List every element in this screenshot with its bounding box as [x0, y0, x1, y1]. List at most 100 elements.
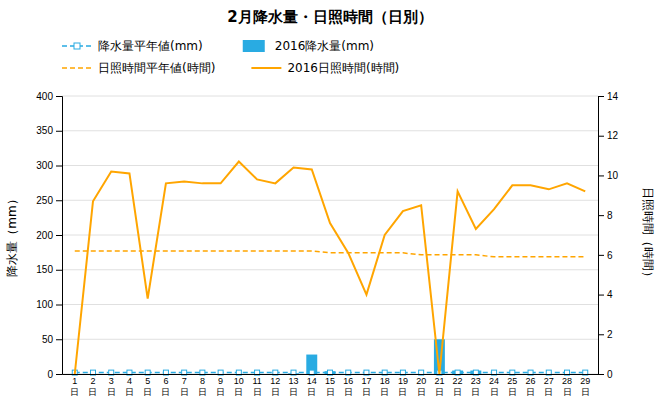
x-tick: 28日 [562, 376, 572, 396]
x-tick-label: 13日 [289, 376, 299, 396]
y-tick: 100 [36, 299, 62, 310]
x-tick-label-line: 13 [289, 376, 299, 386]
y-tick-label: 300 [36, 160, 53, 171]
y-tick-label: 200 [36, 230, 53, 241]
x-tick-label-line: 25 [507, 376, 517, 386]
x-tick-label-line: 日 [471, 387, 480, 397]
grid-line [62, 339, 598, 340]
y2-tick: 6 [598, 250, 613, 261]
x-tick: 2日 [88, 376, 97, 396]
x-tick: 9日 [216, 376, 225, 396]
x-tick-label-line: 日 [307, 387, 316, 397]
x-tick-label: 3日 [107, 376, 116, 396]
x-tick-label-line: 6 [163, 376, 168, 386]
x-tick-label-line: 日 [544, 387, 553, 397]
x-tick-label-line: 11 [252, 376, 261, 386]
legend-label: 2016日照時間(時間) [287, 61, 399, 75]
x-tick: 20日 [416, 376, 426, 396]
y2-tick-label: 12 [607, 130, 619, 141]
x-tick: 24日 [489, 376, 499, 396]
x-tick-label: 9日 [216, 376, 225, 396]
y2-tick: 10 [598, 170, 619, 181]
x-tick: 27日 [544, 376, 554, 396]
grid-line [62, 96, 598, 97]
legend-item: 日照時間平年値(時間) [62, 61, 215, 75]
line-series [75, 251, 585, 257]
x-tick-label-line: 1 [72, 376, 77, 386]
y2-tick-mark [598, 175, 604, 176]
x-tick-label-line: 日 [435, 387, 444, 397]
y2-tick-label: 4 [607, 289, 613, 300]
y2-tick-label: 0 [607, 369, 613, 380]
y-axis-title: 降水量（mm） [5, 193, 19, 276]
x-tick: 21日 [434, 376, 444, 396]
x-tick: 6日 [161, 376, 170, 396]
x-tick-label: 8日 [198, 376, 207, 396]
title: 2月降水量・日照時間（日別） [227, 8, 432, 26]
grid [62, 96, 598, 374]
y-tick-label: 50 [42, 334, 54, 345]
x-tick-label-line: 12 [270, 376, 280, 386]
legend-label: 降水量平年値(mm) [98, 39, 203, 53]
chart-svg: 2月降水量・日照時間（日別）1日2日3日4日5日6日7日8日9日10日11日12… [0, 0, 660, 418]
x-tick-label: 29日 [580, 376, 590, 396]
x-tick-label: 7日 [180, 376, 189, 396]
legend-label: 日照時間平年値(時間) [98, 61, 215, 75]
x-tick-label-line: 17 [361, 376, 371, 386]
line-series [75, 162, 585, 374]
y2-tick: 4 [598, 289, 613, 300]
x-tick-label: 25日 [507, 376, 517, 396]
legend: 降水量平年値(mm) 2016降水量(mm) 日照時間平年値(時間) 2016日照時間… [62, 39, 399, 75]
y-tick: 300 [36, 160, 62, 171]
line [75, 251, 585, 257]
x-tick-label-line: 10 [234, 376, 244, 386]
x-tick: 26日 [526, 376, 536, 396]
x-axis: 1日2日3日4日5日6日7日8日9日10日11日12日13日14日15日16日1… [63, 375, 599, 397]
y-tick-mark [56, 96, 62, 97]
y2-tick-mark [598, 215, 604, 216]
x-tick-label-line: 21 [434, 376, 444, 386]
x-tick-label: 6日 [161, 376, 170, 396]
y2-tick: 2 [598, 329, 613, 340]
x-tick-label: 26日 [526, 376, 536, 396]
x-tick-label: 12日 [270, 376, 280, 396]
x-tick-label: 1日 [70, 376, 79, 396]
x-tick-label-line: 2 [90, 376, 95, 386]
x-tick-label: 28日 [562, 376, 572, 396]
y2-tick-mark [598, 136, 604, 137]
x-tick-label-line: 22 [453, 376, 463, 386]
y-tick-label: 0 [47, 369, 53, 380]
y2-tick: 0 [598, 369, 613, 380]
x-tick: 18日 [380, 376, 390, 396]
grid-line [62, 304, 598, 305]
x-tick-label-line: 5 [145, 376, 150, 386]
x-tick-label: 2日 [88, 376, 97, 396]
y-tick-mark [56, 270, 62, 271]
y-tick-mark [56, 200, 62, 201]
y2-tick: 14 [598, 91, 619, 102]
x-tick: 13日 [289, 376, 299, 396]
x-tick-label-line: 14 [307, 376, 317, 386]
y2-tick-mark [598, 295, 604, 296]
x-tick-label-line: 日 [453, 387, 462, 397]
y2-axis: 02468101214 [598, 91, 619, 380]
y-tick-mark [56, 305, 62, 306]
bar-series [288, 339, 481, 374]
x-tick-label: 14日 [307, 376, 317, 396]
x-tick-label-line: 9 [218, 376, 223, 386]
x-tick-label-line: 日 [398, 387, 407, 397]
x-tick: 17日 [361, 376, 371, 396]
x-axis-line [63, 374, 599, 375]
grid-line [62, 200, 598, 201]
y-tick-label: 400 [36, 91, 53, 102]
y-tick-mark [56, 235, 62, 236]
x-tick-label-line: 日 [380, 387, 389, 397]
x-tick-label-line: 日 [289, 387, 298, 397]
x-tick: 8日 [198, 376, 207, 396]
x-tick-label: 16日 [343, 376, 353, 396]
x-tick-label-line: 日 [526, 387, 535, 397]
x-tick: 12日 [270, 376, 280, 396]
x-tick: 11日 [252, 376, 261, 396]
legend-label: 2016降水量(mm) [275, 39, 374, 53]
x-tick-label-line: 日 [417, 387, 426, 397]
